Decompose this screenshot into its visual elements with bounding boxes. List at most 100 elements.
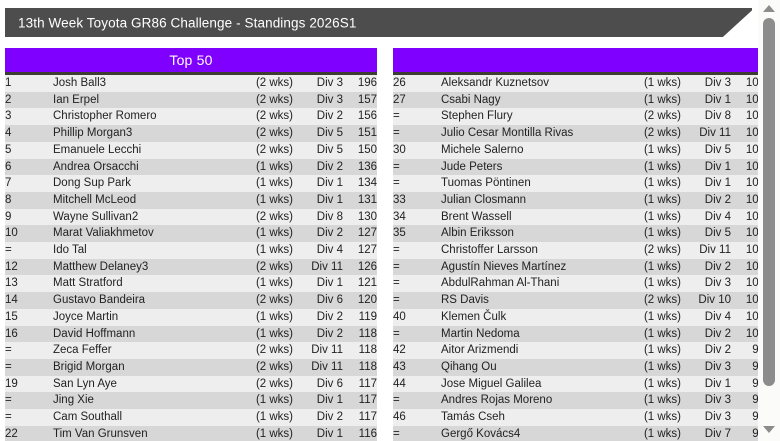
table-row[interactable]: 7 Dong Sup Park (1 wks) Div 1 134 bbox=[5, 175, 377, 192]
cell-weeks: (1 wks) bbox=[255, 327, 293, 340]
table-row[interactable]: = Zeca Feffer (2 wks) Div 11 118 bbox=[5, 342, 377, 359]
table-row[interactable]: 5 Emanuele Lecchi (2 wks) Div 5 150 bbox=[5, 141, 377, 159]
cell-weeks: (2 wks) bbox=[255, 210, 293, 223]
cell-name: Julian Closmann bbox=[441, 193, 527, 206]
table-row[interactable]: 26 Aleksandr Kuznetsov (1 wks) Div 3 107 bbox=[393, 73, 765, 92]
cell-name: Csabi Nagy bbox=[441, 93, 501, 106]
table-row[interactable]: 13 Matt Stratford (1 wks) Div 1 121 bbox=[5, 275, 377, 293]
table-row[interactable]: = Jude Peters (1 wks) Div 1 105 bbox=[393, 158, 765, 176]
cell-weeks: (2 wks) bbox=[255, 127, 293, 140]
table-row[interactable]: 19 San Lyn Aye (2 wks) Div 6 117 bbox=[5, 375, 377, 393]
cell-weeks: (1 wks) bbox=[255, 193, 293, 206]
cell-division: Div 11 bbox=[311, 260, 343, 273]
cell-weeks: (2 wks) bbox=[255, 93, 293, 106]
triangle-up-icon[interactable] bbox=[763, 5, 775, 12]
cell-points: 120 bbox=[357, 294, 377, 307]
cell-name: Wayne Sullivan2 bbox=[53, 210, 139, 223]
triangle-down-icon[interactable] bbox=[763, 426, 775, 433]
table-row[interactable]: 35 Albin Eriksson (1 wks) Div 5 101 bbox=[393, 225, 765, 243]
table-row[interactable]: 1 Josh Ball3 (2 wks) Div 3 196 bbox=[5, 73, 377, 92]
cell-name: Klemen Čulk bbox=[441, 310, 507, 323]
table-row[interactable]: = Agustín Nieves Martínez (1 wks) Div 2 101 bbox=[393, 258, 765, 276]
cell-rank: = bbox=[393, 277, 400, 290]
cell-name: Emanuele Lecchi bbox=[53, 143, 142, 156]
table-row[interactable]: = Martin Nedoma (1 wks) Div 2 100 bbox=[393, 325, 765, 343]
cell-name: Brigid Morgan bbox=[53, 360, 125, 373]
standings-table-right: 26 Aleksandr Kuznetsov (1 wks) Div 3 107 27 Cs… bbox=[393, 72, 765, 441]
table-row[interactable]: = Cam Southall (1 wks) Div 2 117 bbox=[5, 409, 377, 426]
cell-division: Div 3 bbox=[704, 360, 731, 373]
table-row[interactable]: = Stephen Flury (2 wks) Div 8 106 bbox=[393, 108, 765, 126]
table-row[interactable]: = Brigid Morgan (2 wks) Div 11 118 bbox=[5, 358, 377, 376]
cell-weeks: (1 wks) bbox=[643, 344, 681, 357]
cell-weeks: (1 wks) bbox=[255, 244, 293, 257]
table-row[interactable]: 30 Michele Salerno (1 wks) Div 5 105 bbox=[393, 141, 765, 159]
cell-weeks: (2 wks) bbox=[255, 77, 293, 89]
cell-division: Div 3 bbox=[316, 77, 343, 89]
table-row[interactable]: = RS Davis (2 wks) Div 10 101 bbox=[393, 292, 765, 309]
scrollbar-thumb[interactable] bbox=[763, 18, 775, 386]
cell-weeks: (2 wks) bbox=[255, 110, 293, 123]
table-row[interactable]: 22 Tim Van Grunsven (1 wks) Div 1 116 bbox=[5, 425, 377, 441]
cell-division: Div 11 bbox=[311, 360, 343, 373]
cell-weeks: (1 wks) bbox=[255, 160, 293, 173]
table-row[interactable]: = AbdulRahman Al-Thani (1 wks) Div 3 101 bbox=[393, 275, 765, 293]
cell-weeks: (1 wks) bbox=[255, 394, 293, 407]
cell-name: Andres Rojas Moreno bbox=[441, 394, 553, 407]
table-row[interactable]: = Ido Tal (1 wks) Div 4 127 bbox=[5, 242, 377, 259]
cell-division: Div 3 bbox=[704, 411, 731, 424]
table-row[interactable]: = Tuomas Pöntinen (1 wks) Div 1 105 bbox=[393, 175, 765, 192]
cell-name: Dong Sup Park bbox=[53, 177, 131, 190]
table-row[interactable]: 2 Ian Erpel (2 wks) Div 3 157 bbox=[5, 91, 377, 109]
table-row[interactable]: 14 Gustavo Bandeira (2 wks) Div 6 120 bbox=[5, 292, 377, 309]
standings-table-left: 1 Josh Ball3 (2 wks) Div 3 196 2 Ian Erpel (2 w… bbox=[5, 72, 377, 441]
table-row[interactable]: 40 Klemen Čulk (1 wks) Div 4 100 bbox=[393, 308, 765, 326]
table-row[interactable]: 4 Phillip Morgan3 (2 wks) Div 5 151 bbox=[5, 125, 377, 142]
table-row[interactable]: 8 Mitchell McLeod (1 wks) Div 1 131 bbox=[5, 191, 377, 209]
cell-weeks: (1 wks) bbox=[643, 377, 681, 390]
cell-weeks: (1 wks) bbox=[643, 260, 681, 273]
table-row[interactable]: 12 Matthew Delaney3 (2 wks) Div 11 126 bbox=[5, 258, 377, 276]
table-row[interactable]: 10 Marat Valiakhmetov (1 wks) Div 2 127 bbox=[5, 225, 377, 243]
cell-name: Albin Eriksson bbox=[441, 227, 514, 240]
cell-name: Michele Salerno bbox=[441, 143, 524, 156]
cell-division: Div 5 bbox=[704, 143, 731, 156]
cell-rank: = bbox=[393, 327, 400, 340]
cell-name: San Lyn Aye bbox=[53, 377, 117, 390]
cell-division: Div 11 bbox=[699, 127, 731, 140]
cell-weeks: (1 wks) bbox=[643, 310, 681, 323]
table-row[interactable]: = Julio Cesar Montilla Rivas (2 wks) Div 11… bbox=[393, 125, 765, 142]
cell-rank: 4 bbox=[5, 127, 12, 140]
cell-name: David Hoffmann bbox=[53, 327, 136, 340]
table-row[interactable]: = Jing Xie (1 wks) Div 1 117 bbox=[5, 392, 377, 410]
table-row[interactable]: 27 Csabi Nagy (1 wks) Div 1 106 bbox=[393, 91, 765, 109]
cell-name: Aitor Arizmendi bbox=[441, 344, 519, 357]
table-row[interactable]: =Andres Rojas Moreno(1 wks)Div 397 bbox=[393, 392, 765, 410]
table-row[interactable]: 16 David Hoffmann (1 wks) Div 2 118 bbox=[5, 325, 377, 343]
cell-division: Div 2 bbox=[316, 160, 343, 173]
table-row[interactable]: = Christoffer Larsson (2 wks) Div 11 101 bbox=[393, 242, 765, 259]
table-row[interactable]: 15 Joyce Martin (1 wks) Div 2 119 bbox=[5, 308, 377, 326]
cell-rank: 34 bbox=[393, 210, 406, 223]
cell-weeks: (2 wks) bbox=[255, 294, 293, 307]
column-header-right bbox=[393, 48, 765, 72]
table-row[interactable]: 6 Andrea Orsacchi (1 wks) Div 2 136 bbox=[5, 158, 377, 176]
cell-name: Jose Miguel Galilea bbox=[441, 377, 542, 390]
table-row[interactable]: =Gergő Kovács4(1 wks)Div 796 bbox=[393, 425, 765, 441]
table-row[interactable]: 9 Wayne Sullivan2 (2 wks) Div 8 130 bbox=[5, 208, 377, 226]
vertical-scrollbar[interactable] bbox=[758, 0, 780, 441]
table-row[interactable]: 3 Christopher Romero (2 wks) Div 2 156 bbox=[5, 108, 377, 126]
cell-rank: = bbox=[5, 244, 12, 257]
table-row[interactable]: 34 Brent Wassell (1 wks) Div 4 102 bbox=[393, 208, 765, 226]
table-row[interactable]: 33 Julian Closmann (1 wks) Div 2 103 bbox=[393, 191, 765, 209]
cell-division: Div 1 bbox=[316, 177, 343, 190]
cell-rank: = bbox=[393, 427, 400, 440]
cell-rank: 6 bbox=[5, 160, 12, 173]
cell-name: Stephen Flury bbox=[441, 110, 513, 123]
cell-name: Christopher Romero bbox=[53, 110, 157, 123]
cell-weeks: (1 wks) bbox=[255, 411, 293, 424]
